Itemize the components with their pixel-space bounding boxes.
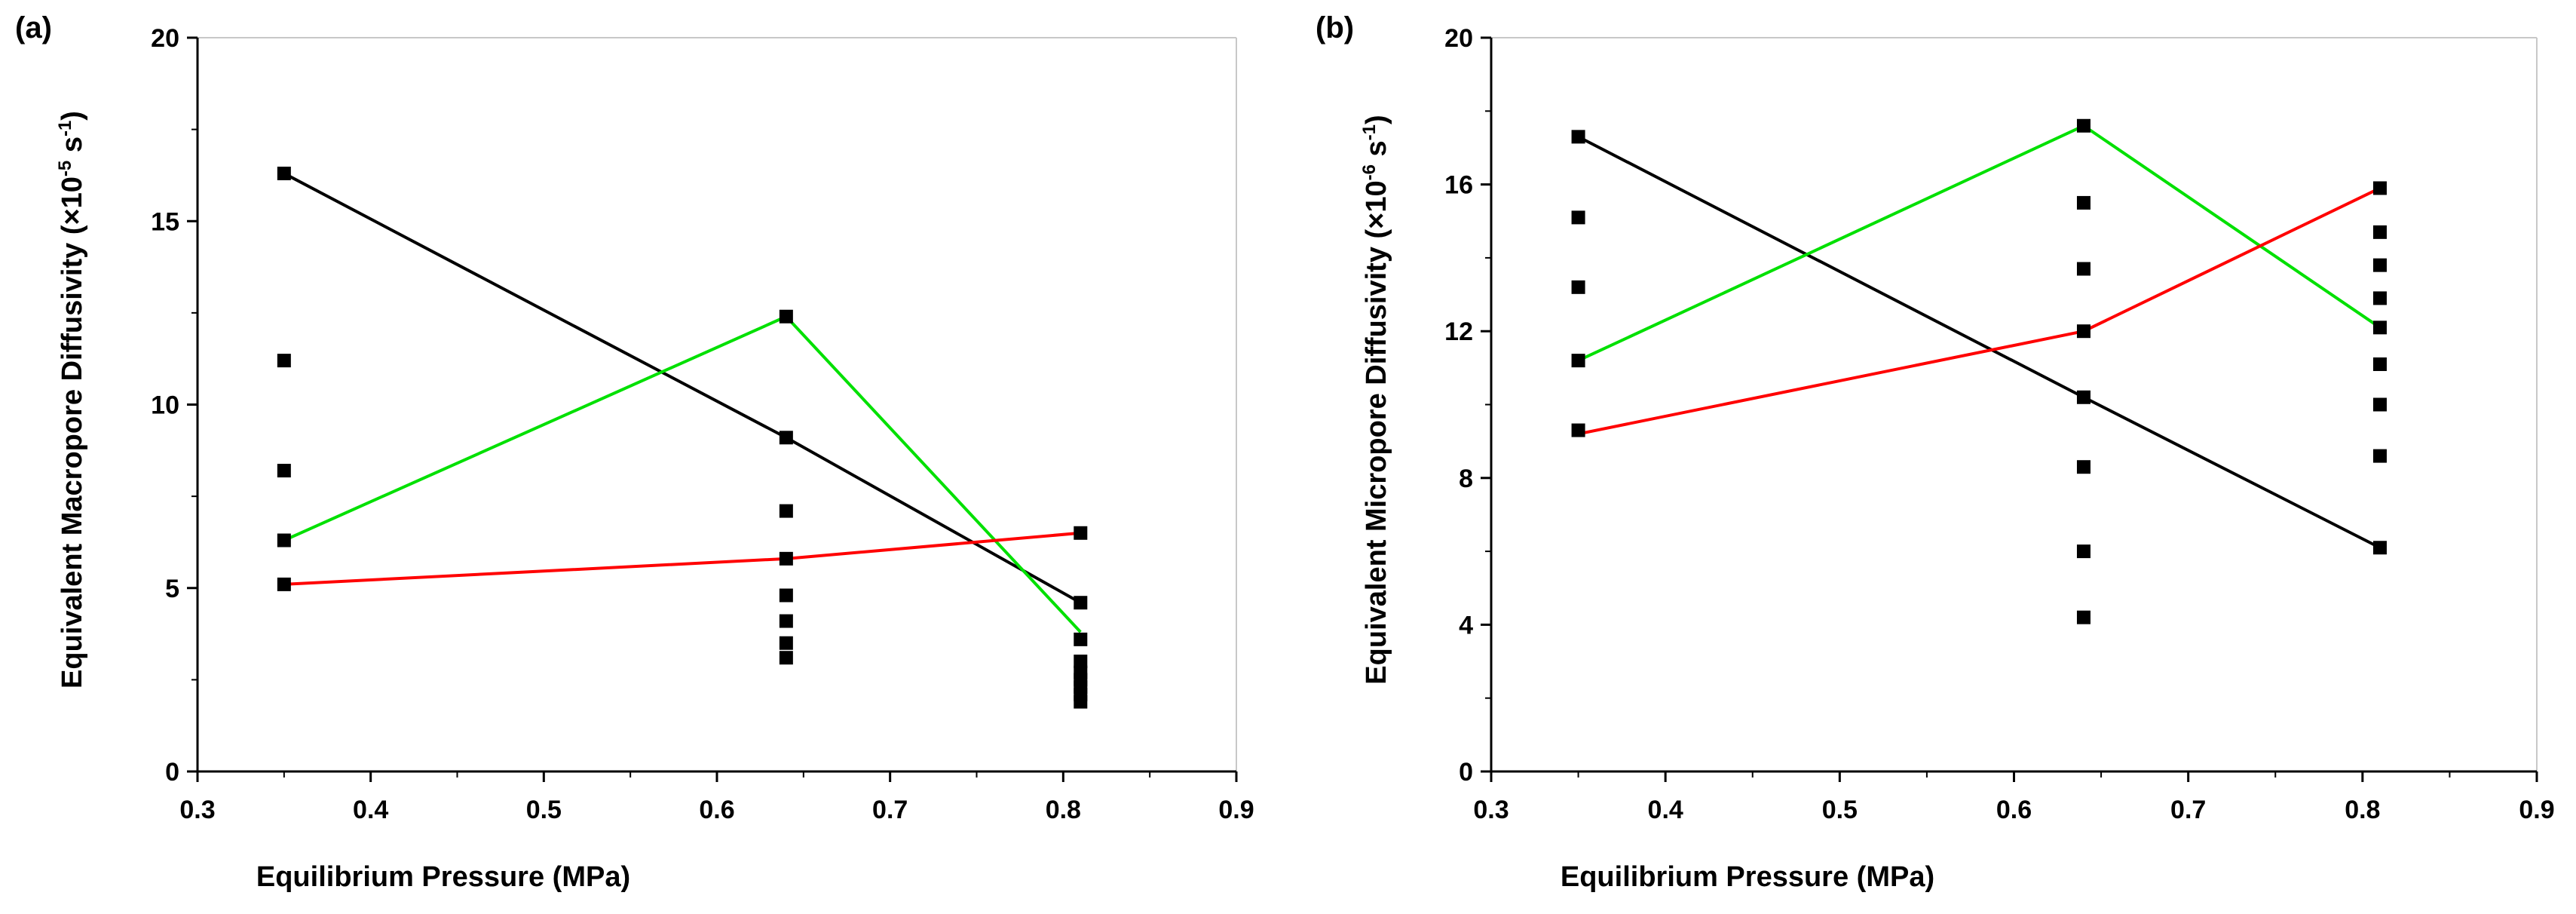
x-tick-label: 0.7	[872, 796, 908, 824]
y-axis-title-main: Equivalent Micropore Diffusivity (×10	[1361, 180, 1392, 684]
data-point	[277, 464, 291, 478]
data-point	[1571, 423, 1585, 437]
x-tick-label: 0.5	[1822, 796, 1858, 824]
y-tick-label: 0	[1459, 758, 1473, 787]
series-line	[283, 314, 1082, 633]
data-point	[2372, 541, 2387, 555]
data-point	[1074, 596, 1088, 610]
x-tick-label: 0.3	[179, 796, 215, 824]
data-point	[2076, 195, 2091, 210]
y-tick-label: 8	[1459, 465, 1473, 493]
data-point	[779, 309, 793, 324]
y-axis-title-mid: s	[57, 136, 88, 161]
x-axis-title: Equilibrium Pressure (MPa)	[256, 861, 630, 893]
data-point	[1571, 210, 1585, 225]
data-point	[2076, 262, 2091, 276]
data-point	[2372, 291, 2387, 305]
data-point	[1074, 526, 1088, 540]
data-point	[1571, 354, 1585, 368]
x-tick-label: 0.4	[1648, 796, 1683, 824]
series-line	[1577, 124, 2381, 362]
y-tick-label: 0	[165, 758, 179, 787]
x-tick-label: 0.3	[1473, 796, 1509, 824]
y-tick-label: 15	[151, 207, 179, 236]
data-point	[2372, 449, 2387, 463]
x-tick-label: 0.8	[1046, 796, 1081, 824]
panel-label: (b)	[1316, 11, 1354, 44]
x-tick-label: 0.6	[1996, 796, 2032, 824]
x-tick-label: 0.8	[2345, 796, 2380, 824]
data-point	[277, 167, 291, 181]
data-point	[1074, 695, 1088, 709]
x-tick-label: 0.5	[526, 796, 562, 824]
data-point	[779, 551, 793, 566]
x-axis-title: Equilibrium Pressure (MPa)	[1561, 861, 1934, 893]
y-axis-title-exp1: -5	[55, 161, 75, 176]
x-tick-label: 0.9	[1218, 796, 1254, 824]
panel-label: (a)	[15, 11, 52, 44]
y-tick-label: 4	[1459, 611, 1473, 639]
data-point	[2076, 324, 2091, 339]
x-tick-label: 0.7	[2170, 796, 2206, 824]
y-tick-label: 20	[151, 24, 179, 53]
data-point	[779, 614, 793, 628]
y-tick-label: 12	[1444, 317, 1473, 346]
y-axis-title-mid: s	[1361, 140, 1392, 164]
data-point	[779, 651, 793, 665]
data-point	[2372, 357, 2387, 371]
y-axis-title-exp2: -1	[55, 121, 75, 136]
panel-a: (a) Equivalent Macropore Diffusivity (×1…	[15, 11, 1254, 893]
data-point	[779, 636, 793, 650]
y-tick-label: 5	[165, 575, 179, 603]
data-point	[2076, 544, 2091, 559]
data-point	[1571, 280, 1585, 294]
data-point	[277, 577, 291, 591]
data-point	[1571, 130, 1585, 144]
y-tick-label: 10	[151, 391, 179, 420]
y-axis-title-exp2: -1	[1359, 124, 1380, 140]
data-point	[2076, 118, 2091, 133]
data-point	[2076, 610, 2091, 624]
data-point	[1074, 655, 1088, 669]
y-axis-title-exp1: -6	[1359, 164, 1380, 180]
panel-b: (b) Equivalent Micropore Diffusivity (×1…	[1316, 11, 2555, 893]
data-point	[779, 431, 793, 445]
x-tick-label: 0.6	[699, 796, 734, 824]
y-axis-title-end: )	[1361, 115, 1392, 124]
y-axis-title: Equivalent Micropore Diffusivity (×10-6 …	[1359, 115, 1392, 684]
y-axis-title-end: )	[57, 111, 88, 121]
data-point	[2372, 321, 2387, 335]
data-point	[2372, 258, 2387, 272]
data-point	[1074, 632, 1088, 646]
data-point	[2076, 460, 2091, 474]
data-point	[2372, 225, 2387, 239]
y-tick-label: 20	[1444, 24, 1473, 53]
data-point	[277, 533, 291, 547]
series-line	[1577, 135, 2381, 550]
y-axis-title-main: Equivalent Macropore Diffusivity (×10	[57, 176, 88, 689]
series-line	[1578, 186, 2381, 436]
x-tick-label: 0.9	[2519, 796, 2554, 824]
x-tick-label: 0.4	[353, 796, 388, 824]
data-point	[2372, 397, 2387, 412]
series-line	[283, 172, 1082, 604]
data-point	[779, 588, 793, 603]
y-tick-label: 16	[1444, 171, 1473, 200]
series-line	[283, 531, 1081, 586]
data-point	[2372, 181, 2387, 195]
data-point	[779, 504, 793, 518]
data-point	[277, 354, 291, 368]
data-point	[2076, 390, 2091, 404]
y-axis-title: Equivalent Macropore Diffusivity (×10-5 …	[55, 111, 88, 689]
